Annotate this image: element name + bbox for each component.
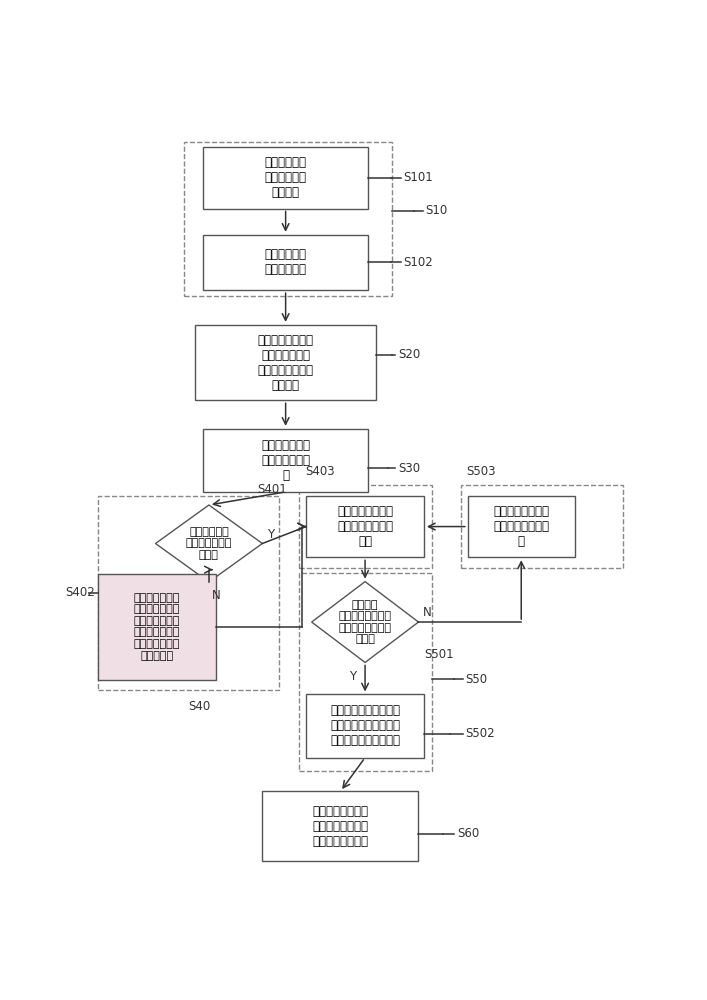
Text: 第二制程参数范围赋値
于第三制程参数范围，
并储存于测试数据库中: 第二制程参数范围赋値 于第三制程参数范围， 并储存于测试数据库中	[330, 704, 400, 747]
Polygon shape	[312, 582, 419, 662]
Text: 实时生产数据
参数储存于生
产数据库: 实时生产数据 参数储存于生 产数据库	[264, 156, 307, 199]
Text: 对测试数据库中的
数据进行运算处
理，得到第一制程
参数范围: 对测试数据库中的 数据进行运算处 理，得到第一制程 参数范围	[257, 334, 314, 392]
Bar	[204, 235, 368, 290]
Text: 采用调整用户端优
化第二制程参数范
围: 采用调整用户端优 化第二制程参数范 围	[493, 505, 549, 548]
Bar	[98, 496, 279, 690]
Text: S403: S403	[305, 465, 334, 478]
Text: Y: Y	[349, 670, 356, 683]
Text: S503: S503	[467, 465, 496, 478]
Text: S30: S30	[398, 462, 420, 475]
Text: 所得的制程参数范
围储存于测试数据
库中: 所得的制程参数范 围储存于测试数据 库中	[337, 505, 393, 548]
Text: 制程参数范围储
存于测试数据库
中: 制程参数范围储 存于测试数据库 中	[261, 439, 310, 482]
Text: 用户端判断制
程参数范围是否
合理？: 用户端判断制 程参数范围是否 合理？	[186, 527, 232, 560]
Text: Y: Y	[267, 528, 274, 541]
Bar	[299, 485, 433, 568]
Text: S102: S102	[404, 256, 433, 269]
Text: N: N	[211, 589, 221, 602]
Text: 周期更新数据
至测试数据库: 周期更新数据 至测试数据库	[264, 248, 307, 276]
Bar	[204, 147, 368, 209]
Bar	[195, 325, 376, 400]
Text: S60: S60	[457, 827, 479, 840]
Text: 采用调整用户端
对第一制程参数
范围进行优化，
第一制程参数范
围赋値于第二制
程参数范围: 采用调整用户端 对第一制程参数 范围进行优化， 第一制程参数范 围赋値于第二制 …	[134, 593, 180, 661]
Bar	[461, 485, 623, 568]
Polygon shape	[156, 505, 262, 582]
Text: S50: S50	[465, 673, 487, 686]
Bar	[262, 791, 419, 861]
Bar	[306, 694, 424, 758]
Bar	[299, 573, 433, 771]
Bar	[468, 496, 575, 557]
Text: 调用历史
数据模拟验证第二
制程参数范围是否
合理？: 调用历史 数据模拟验证第二 制程参数范围是否 合理？	[339, 600, 392, 644]
Text: S40: S40	[189, 700, 211, 713]
Text: 调取所述第三制程
参数范围，以对所
述机台进行生产。: 调取所述第三制程 参数范围，以对所 述机台进行生产。	[312, 805, 368, 848]
Text: S402: S402	[65, 586, 95, 599]
Bar	[185, 142, 392, 296]
Text: S501: S501	[424, 648, 454, 661]
Bar	[98, 574, 216, 680]
Text: N: N	[423, 606, 432, 619]
Text: S101: S101	[404, 171, 433, 184]
Bar	[204, 429, 368, 492]
Text: S20: S20	[398, 348, 420, 361]
Text: S401: S401	[257, 483, 286, 496]
Bar	[306, 496, 424, 557]
Text: S502: S502	[465, 727, 495, 740]
Text: S10: S10	[426, 204, 448, 217]
